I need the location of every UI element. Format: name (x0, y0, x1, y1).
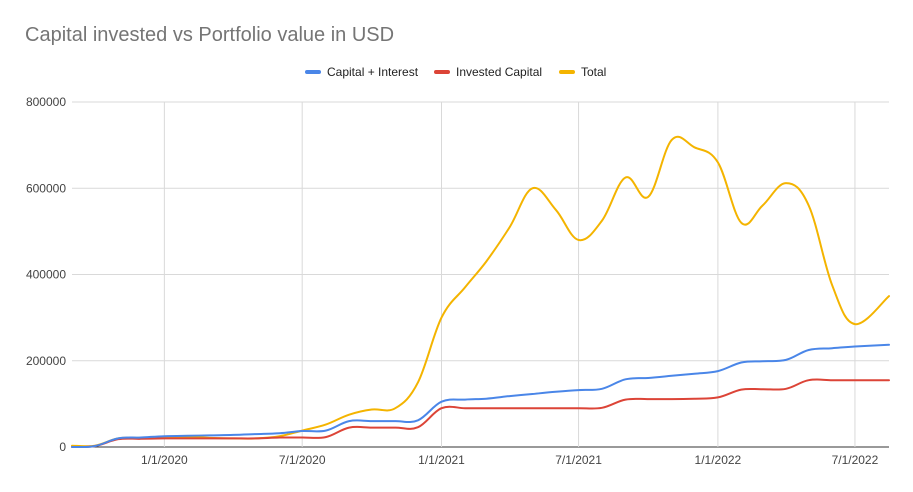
y-tick-label: 600000 (26, 181, 66, 195)
y-tick-label: 400000 (26, 268, 66, 282)
x-tick-label: 1/1/2022 (695, 453, 742, 467)
legend: Capital + Interest Invested Capital Total (305, 65, 606, 79)
series-line-capital-interest (71, 343, 890, 449)
legend-swatch-total (559, 70, 575, 74)
y-tick-label: 0 (59, 440, 66, 454)
series-line-invested-capital (71, 378, 890, 448)
legend-label-total: Total (581, 65, 606, 79)
x-tick-label: 1/1/2020 (141, 453, 188, 467)
x-tick-label: 7/1/2020 (279, 453, 326, 467)
legend-swatch-invested-capital (434, 70, 450, 74)
x-tick-label: 7/1/2022 (832, 453, 879, 467)
chart-title: Capital invested vs Portfolio value in U… (25, 24, 395, 46)
legend-label-capital-interest: Capital + Interest (327, 65, 419, 79)
x-tick-label: 7/1/2021 (555, 453, 602, 467)
axis-labels: 0 200000 400000 600000 800000 1/1/2020 7/1/202… (26, 95, 879, 467)
series-lines (71, 135, 890, 449)
legend-label-invested-capital: Invested Capital (456, 65, 542, 79)
y-tick-label: 200000 (26, 354, 66, 368)
legend-swatch-capital-interest (305, 70, 321, 74)
grid-lines (72, 101, 889, 448)
x-tick-label: 1/1/2021 (418, 453, 465, 467)
y-tick-label: 800000 (26, 95, 66, 109)
